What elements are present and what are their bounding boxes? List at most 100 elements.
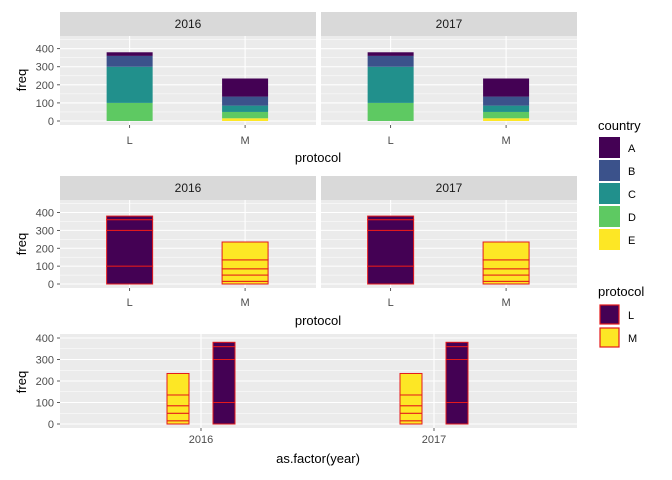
y-tick-label: 0 (48, 279, 54, 291)
facet-panel-2017: 2017 L M (321, 176, 577, 309)
bar-segment-L-D (367, 102, 414, 121)
y-tick-label: 0 (48, 116, 54, 128)
y-axis: 0 100 200 300 400 (36, 208, 60, 291)
bar-segment-M-D (483, 111, 530, 119)
y-tick-label: 400 (36, 333, 54, 345)
y-tick-label: 200 (36, 376, 54, 388)
bar-segment-M-B (222, 96, 269, 106)
facet-strip-label: 2017 (436, 17, 463, 31)
bar-segment-M (221, 259, 269, 270)
y-tick-label: 300 (36, 355, 54, 367)
panel-background (321, 200, 577, 288)
bar-segment-L (106, 215, 154, 221)
legend-key-B (599, 160, 620, 181)
bar-segment-M-D (222, 111, 269, 119)
facet-strip-label: 2016 (175, 17, 202, 31)
year-panel: 2016 2017 (60, 334, 577, 446)
y-tick-label: 200 (36, 80, 54, 92)
legend-key-M (599, 327, 620, 348)
facet-strip (321, 12, 577, 36)
x-tick-label: L (127, 135, 133, 147)
bar-segment-L-C (106, 66, 153, 103)
y-tick-label: 100 (36, 98, 54, 110)
facet-panel-2017: 2017 L M (321, 12, 577, 147)
bar-segment-L (367, 229, 415, 267)
bar-segment-M-A (483, 78, 530, 97)
bar-segment-M-E (483, 118, 530, 121)
legend-label: C (628, 189, 636, 201)
facet-strip (60, 12, 316, 36)
bar-segment-2016-L (212, 402, 236, 425)
x-axis-title: protocol (295, 150, 341, 165)
y-tick-label: 100 (36, 261, 54, 273)
legend-label: D (628, 212, 636, 224)
bar-segment-2017-M (399, 394, 423, 407)
legend-key-C (599, 183, 620, 204)
bar-segment-L-C (367, 66, 414, 103)
bar-segment-2017-L (445, 359, 469, 403)
bar-segment-2016-M (166, 394, 190, 407)
bar-segment-L (106, 265, 154, 285)
bar-segment-2016-L (212, 341, 236, 348)
bar-segment-M (221, 274, 269, 282)
x-tick-label: L (388, 135, 394, 147)
bar-segment-L-A (367, 52, 414, 56)
x-tick-label: 2016 (189, 434, 213, 446)
bar-segment-L (367, 219, 415, 231)
x-tick-label: 2017 (422, 434, 446, 446)
legend-label: A (628, 143, 636, 155)
facet-strip (60, 176, 316, 200)
legend-title: country (598, 118, 641, 133)
bar-segment-2017-M (399, 412, 423, 422)
legend-key-L (599, 304, 620, 325)
bar-segment-2017-L (445, 341, 469, 348)
bar-segment-M (221, 241, 269, 261)
facet-strip (321, 176, 577, 200)
bar-segment-M (482, 241, 530, 261)
legend-key-E (599, 229, 620, 250)
x-axis-title: as.factor(year) (276, 451, 360, 466)
x-axis-title: protocol (295, 313, 341, 328)
panel-background (60, 200, 316, 288)
bar-segment-2016-M (166, 405, 190, 414)
bar-segment-2016-L (212, 346, 236, 361)
bar-segment-2016-M (166, 372, 190, 396)
panel-background (321, 36, 577, 125)
y-tick-label: 400 (36, 208, 54, 220)
legend-label: M (628, 333, 637, 345)
y-tick-label: 300 (36, 225, 54, 237)
y-tick-label: 300 (36, 62, 54, 74)
x-tick-label: M (241, 297, 250, 309)
bar-segment-2016-L (212, 359, 236, 403)
bar-segment-L-B (367, 55, 414, 67)
y-axis-title: freq (14, 69, 29, 91)
bar-segment-M (482, 274, 530, 282)
facet-strip-label: 2016 (175, 181, 202, 195)
facet-panel-2016: 2016 L M (60, 12, 316, 147)
bar-segment-M-B (483, 96, 530, 106)
x-tick-label: M (502, 297, 511, 309)
facet-panel-2016: 2016 L M (60, 176, 316, 309)
bar-segment-2017-M (399, 405, 423, 414)
x-tick-label: M (241, 135, 250, 147)
bar-segment-M-C (483, 105, 530, 112)
panel-background (60, 36, 316, 125)
legend-key-A (599, 137, 620, 158)
bar-segment-M (482, 259, 530, 270)
bar-segment-L (106, 219, 154, 231)
legend-key-D (599, 206, 620, 227)
bar-segment-2017-L (445, 346, 469, 361)
bar-segment-2017-M (399, 372, 423, 396)
bar-segment-L-D (106, 102, 153, 121)
bar-segment-2016-M (166, 412, 190, 422)
y-tick-label: 200 (36, 243, 54, 255)
legend-title: protocol (598, 284, 644, 299)
legend-label: E (628, 235, 635, 247)
y-tick-label: 0 (48, 419, 54, 431)
legend-protocol: protocol LM (598, 284, 644, 348)
bar-segment-M-E (222, 118, 269, 121)
bar-segment-M-A (222, 78, 269, 97)
bar-segment-L-B (106, 55, 153, 67)
